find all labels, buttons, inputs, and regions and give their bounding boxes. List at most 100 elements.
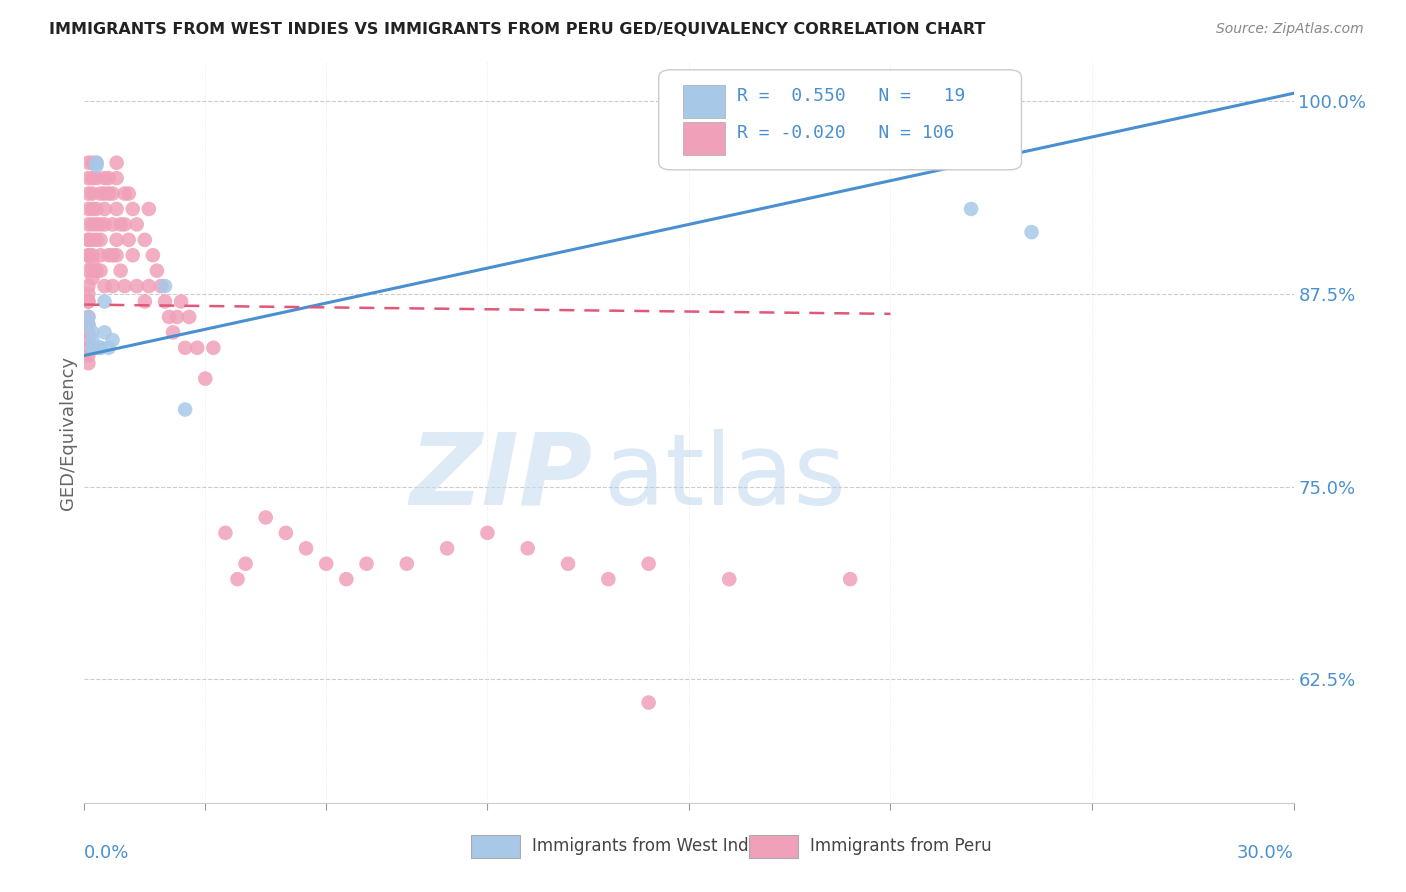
Point (93, 326, 115, 340)
Point (125, 218, 148, 232)
Text: Immigrants from Peru: Immigrants from Peru (810, 837, 991, 855)
Point (86, 233, 108, 247)
Point (153, 294, 176, 309)
Point (82, 256, 104, 270)
Point (105, 155, 128, 169)
Point (637, 557, 659, 571)
Point (86, 155, 108, 169)
Point (718, 572, 741, 586)
Point (110, 263, 132, 277)
Point (166, 310, 188, 324)
Point (82, 326, 104, 340)
Point (105, 233, 128, 247)
Point (77, 294, 100, 309)
Point (86, 263, 108, 277)
Point (82, 233, 104, 247)
Point (125, 279, 148, 293)
Point (89, 248, 111, 262)
Point (89, 218, 111, 232)
Point (105, 248, 128, 262)
Point (77, 333, 100, 347)
Point (101, 186, 124, 201)
Point (335, 572, 357, 586)
Point (134, 294, 156, 309)
Point (356, 557, 378, 571)
Point (114, 218, 136, 232)
Point (93, 294, 115, 309)
Point (101, 333, 124, 347)
Point (77, 248, 100, 262)
Point (97, 341, 120, 355)
Point (93, 202, 115, 216)
Point (149, 279, 172, 293)
Point (170, 294, 193, 309)
Point (637, 696, 659, 710)
Bar (471, 835, 520, 858)
Point (77, 171, 100, 186)
Point (77, 341, 100, 355)
Text: atlas: atlas (605, 428, 846, 525)
Point (118, 186, 141, 201)
Point (134, 233, 156, 247)
Point (82, 218, 104, 232)
Text: R = -0.020   N = 106: R = -0.020 N = 106 (737, 124, 955, 142)
Point (295, 541, 318, 556)
Point (254, 510, 277, 524)
Point (960, 202, 983, 216)
Point (114, 279, 136, 293)
Point (82, 333, 104, 347)
Point (89, 341, 111, 355)
Point (142, 248, 165, 262)
Point (121, 248, 143, 262)
Point (93, 186, 115, 201)
Point (77, 263, 100, 277)
Point (839, 572, 862, 586)
Point (86, 218, 108, 232)
Point (110, 218, 132, 232)
Bar (749, 835, 797, 858)
Point (86, 159, 108, 173)
Point (77, 248, 100, 262)
Point (153, 279, 176, 293)
Point (146, 263, 169, 277)
FancyBboxPatch shape (683, 121, 725, 155)
Point (77, 310, 100, 324)
Text: Immigrants from West Indies: Immigrants from West Indies (531, 837, 772, 855)
Point (89, 233, 111, 247)
Point (97, 171, 120, 186)
Point (315, 557, 337, 571)
FancyBboxPatch shape (683, 85, 725, 118)
Point (174, 341, 197, 355)
Y-axis label: GED/Equivalency: GED/Equivalency (59, 356, 77, 509)
Point (77, 310, 100, 324)
Point (86, 202, 108, 216)
Point (235, 557, 257, 571)
Point (82, 155, 104, 169)
Point (97, 248, 120, 262)
Point (77, 294, 100, 309)
Point (82, 186, 104, 201)
Point (121, 202, 143, 216)
Point (89, 263, 111, 277)
Point (86, 341, 108, 355)
Point (82, 171, 104, 186)
Text: 30.0%: 30.0% (1237, 844, 1294, 862)
Point (77, 155, 100, 169)
Point (89, 186, 111, 201)
Point (179, 310, 201, 324)
Point (105, 171, 128, 186)
Text: R =  0.550   N =   19: R = 0.550 N = 19 (737, 87, 966, 104)
Point (82, 248, 104, 262)
Point (214, 525, 236, 540)
Point (82, 263, 104, 277)
Text: IMMIGRANTS FROM WEST INDIES VS IMMIGRANTS FROM PERU GED/EQUIVALENCY CORRELATION : IMMIGRANTS FROM WEST INDIES VS IMMIGRANT… (49, 22, 986, 37)
Point (77, 349, 100, 363)
Point (97, 186, 120, 201)
Point (101, 279, 124, 293)
Point (86, 171, 108, 186)
FancyBboxPatch shape (659, 70, 1022, 169)
Text: 0.0%: 0.0% (84, 844, 129, 862)
Point (77, 318, 100, 332)
Point (186, 341, 208, 355)
Point (82, 202, 104, 216)
